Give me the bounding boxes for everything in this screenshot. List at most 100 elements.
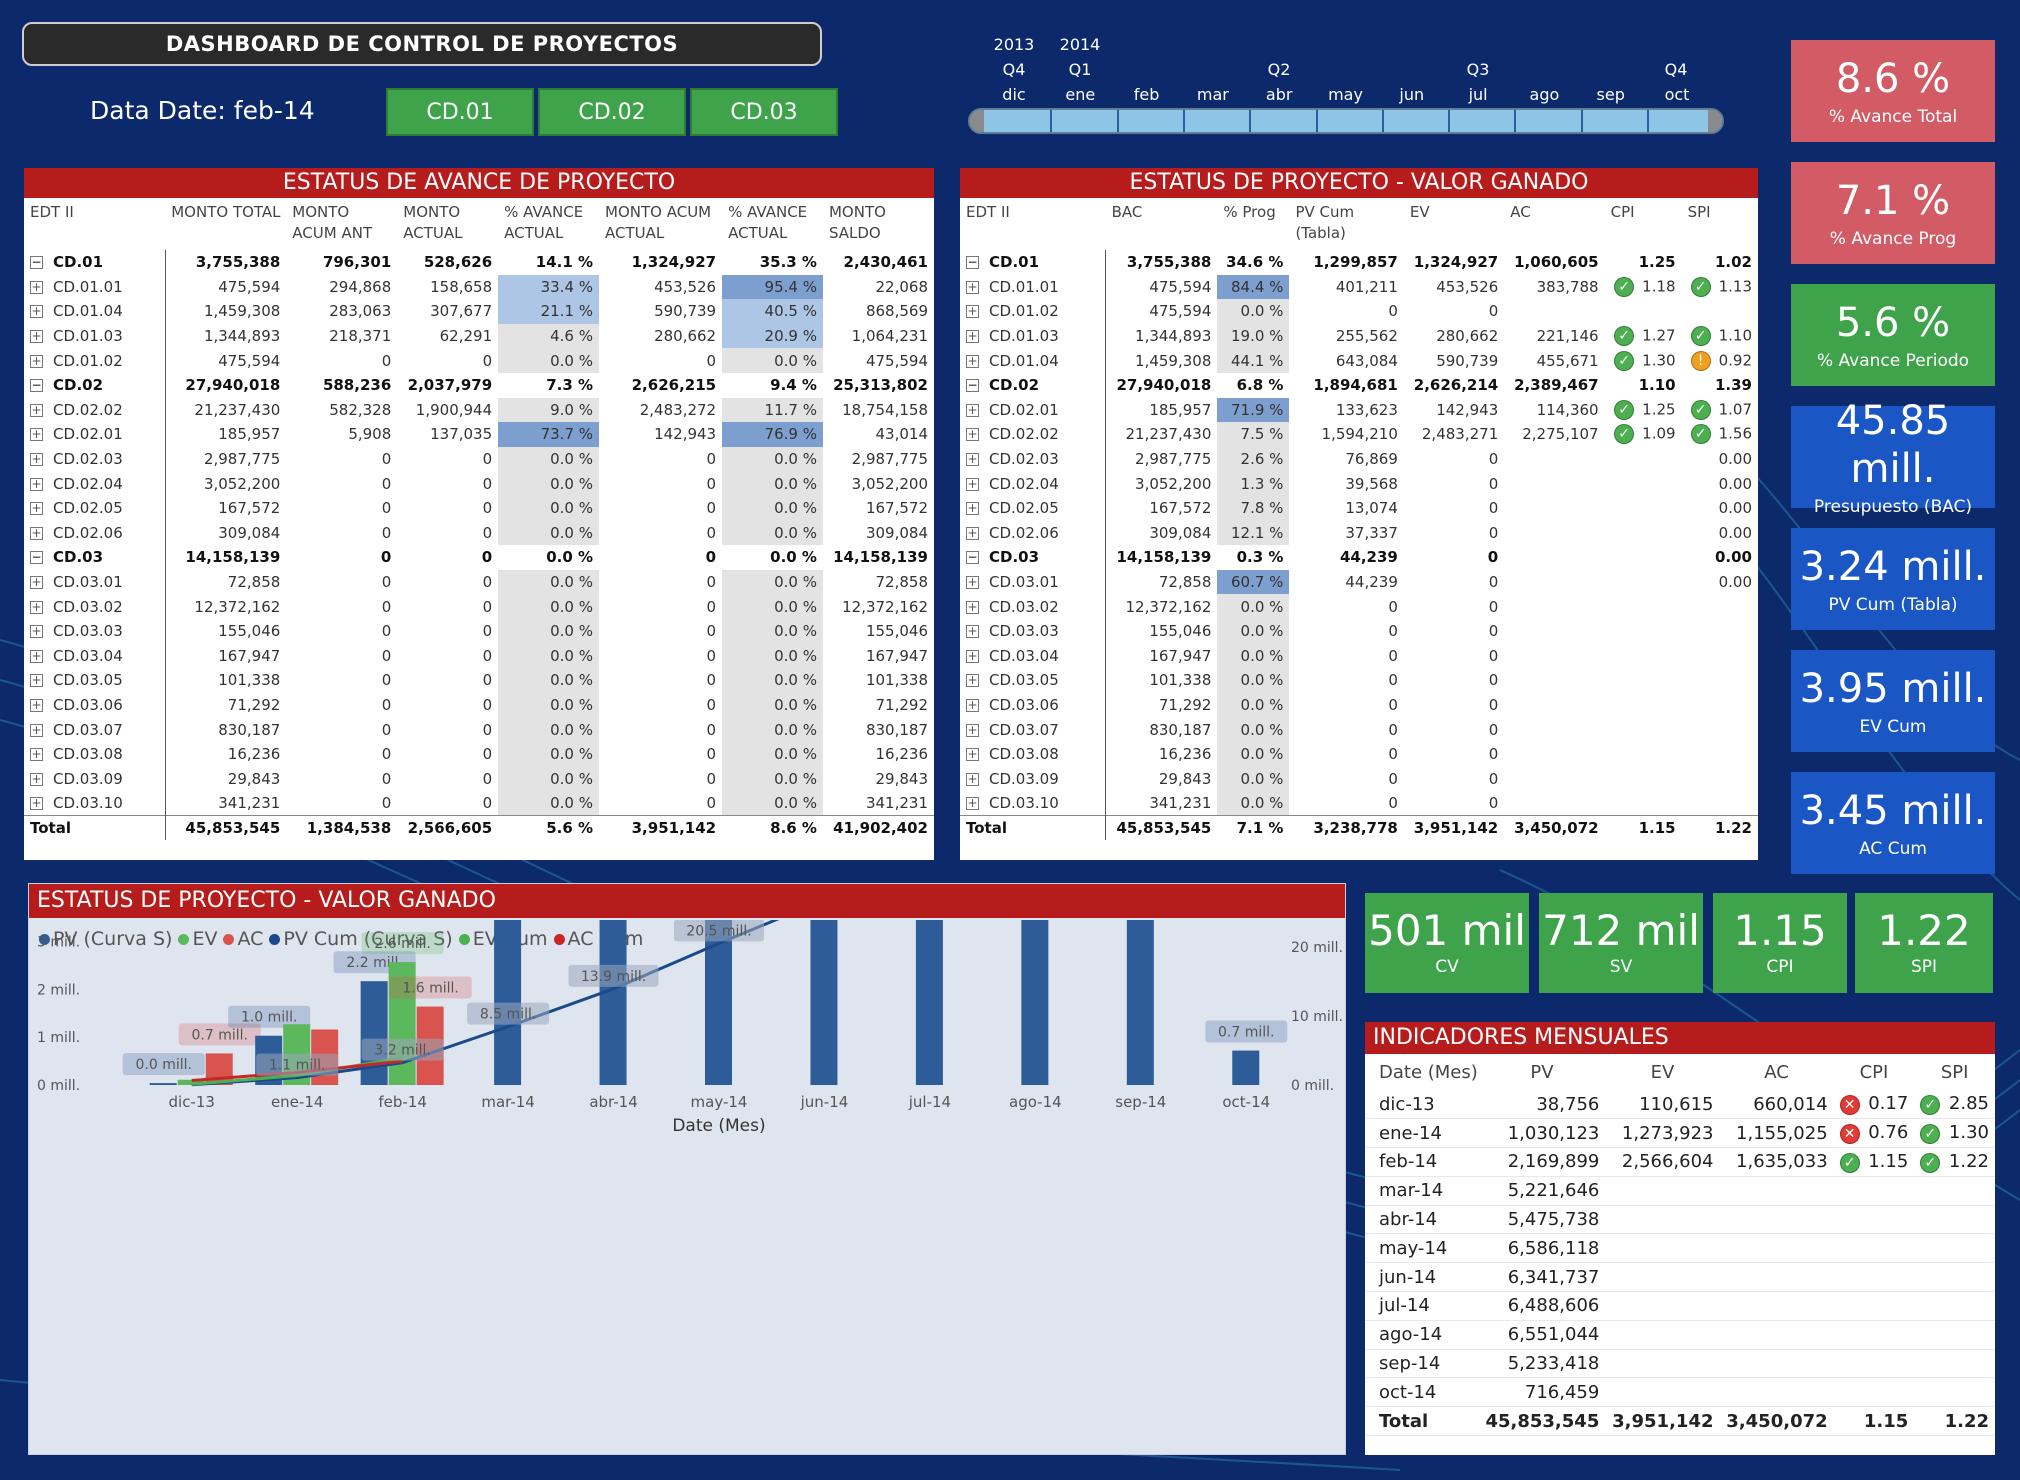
table-row[interactable]: jul-14 6,488,606 [1365,1291,1995,1321]
table-row[interactable]: feb-14 2,169,899 2,566,604 1,635,033 ✓ 1.15 ✓ 1… [1365,1147,1995,1177]
table-row[interactable]: + CD.03.07 830,187 0 0 0.0 % 0 0.0 % 830,187 [24,717,934,742]
column-header[interactable]: EV [1409,203,1430,221]
expand-icon[interactable]: + [966,673,979,688]
collapse-icon[interactable]: − [966,378,979,393]
table-row[interactable]: + CD.03.07 830,187 0.0 % 0 0 [960,717,1758,742]
bar-pv-curva-s-[interactable] [599,920,627,1085]
bar-pv-curva-s-[interactable] [1232,1050,1260,1085]
table-row[interactable]: + CD.01.02 475,594 0.0 % 0 0 [960,299,1758,324]
table-row[interactable]: + CD.02.06 309,084 0 0 0.0 % 0 0.0 % 309,084 [24,520,934,546]
expand-icon[interactable]: + [966,575,979,590]
expand-icon[interactable]: + [30,624,43,639]
legend-item[interactable]: PV (Curva S) [39,928,172,950]
expand-icon[interactable]: + [966,452,979,467]
table-row[interactable]: + CD.03.06 71,292 0.0 % 0 0 [960,692,1758,718]
expand-icon[interactable]: + [966,427,979,442]
table-row[interactable]: mar-14 5,221,646 [1365,1176,1995,1206]
table-row[interactable]: + CD.02.05 167,572 7.8 % 13,074 0 0.00 [960,495,1758,521]
table-row[interactable]: oct-14 716,459 [1365,1377,1995,1408]
table-row[interactable]: + CD.03.02 12,372,162 0.0 % 0 0 [960,594,1758,619]
expand-icon[interactable]: + [30,796,43,811]
filter-cd03-button[interactable]: CD.03 [690,88,838,136]
collapse-icon[interactable]: − [30,378,43,393]
table-row[interactable]: sep-14 5,233,418 [1365,1349,1995,1379]
table-row[interactable]: + CD.03.04 167,947 0.0 % 0 0 [960,643,1758,669]
expand-icon[interactable]: + [30,279,43,294]
table-row[interactable]: + CD.02.02 21,237,430 582,328 1,900,944 9.0 %… [24,397,934,423]
table-row[interactable]: dic-13 38,756 110,615 660,014 ✕ 0.17 ✓ 2.85 [1365,1090,1995,1120]
expand-icon[interactable]: + [966,476,979,491]
table-row[interactable]: − CD.02 27,940,018 6.8 % 1,894,681 2,626,214 2… [960,372,1758,398]
bar-pv-curva-s-[interactable] [810,920,838,1085]
expand-icon[interactable]: + [966,329,979,344]
expand-icon[interactable]: + [966,279,979,294]
expand-icon[interactable]: + [966,599,979,614]
collapse-icon[interactable]: − [966,255,979,270]
expand-icon[interactable]: + [966,304,979,319]
table-row[interactable]: + CD.03.01 72,858 60.7 % 44,239 0 0.00 [960,569,1758,595]
timeline-month[interactable]: may [1328,85,1363,104]
table-row[interactable]: + CD.03.03 155,046 0 0 0.0 % 0 0.0 % 155,046 [24,618,934,644]
filter-cd02-button[interactable]: CD.02 [538,88,686,136]
table-row[interactable]: + CD.03.05 101,338 0 0 0.0 % 0 0.0 % 101,338 [24,668,934,693]
column-header[interactable]: % AVANCE ACTUAL [728,203,808,242]
table-row[interactable]: + CD.03.01 72,858 0 0 0.0 % 0 0.0 % 72,858 [24,569,934,595]
bar-pv-curva-s-[interactable] [1021,920,1049,1085]
expand-icon[interactable]: + [30,329,43,344]
column-header[interactable]: SPI [1940,1061,1969,1083]
expand-icon[interactable]: + [966,501,979,516]
timeline-month[interactable]: dic [1002,85,1026,104]
column-header[interactable]: MONTO ACUM ACTUAL [605,203,712,242]
legend-item[interactable]: PV Cum (Curva S) [269,928,453,950]
expand-icon[interactable]: + [30,599,43,614]
table-row[interactable]: + CD.02.05 167,572 0 0 0.0 % 0 0.0 % 167,572 [24,495,934,521]
column-header[interactable]: MONTO SALDO [828,203,886,242]
table-row[interactable]: + CD.02.04 3,052,200 0 0 0.0 % 0 0.0 % 3,052,200 [24,471,934,496]
column-header[interactable]: EDT II [966,203,1010,221]
table-row[interactable]: + CD.03.04 167,947 0 0 0.0 % 0 0.0 % 167,947 [24,643,934,669]
expand-icon[interactable]: + [30,697,43,712]
timeline-month[interactable]: mar [1196,85,1229,104]
bar-ev[interactable] [177,1079,205,1085]
expand-icon[interactable]: + [30,501,43,516]
table-row[interactable]: ene-14 1,030,123 1,273,923 1,155,025 ✕ 0.76 ✓ 1… [1365,1118,1995,1149]
bar-pv-curva-s-[interactable] [494,920,522,1085]
timeline-month[interactable]: feb [1133,85,1160,104]
table-row[interactable]: + CD.02.01 185,957 71.9 % 133,623 142,943 114,… [960,397,1758,423]
expand-icon[interactable]: + [30,476,43,491]
bar-pv-curva-s-[interactable] [1126,920,1154,1085]
expand-icon[interactable]: + [966,648,979,663]
table-row[interactable]: + CD.01.04 1,459,308 283,063 307,677 21.1 % 59… [24,299,934,324]
table-row[interactable]: − CD.02 27,940,018 588,236 2,037,979 7.3 % 2,6… [24,372,934,398]
bar-pv-curva-s-[interactable] [915,920,943,1085]
table-row[interactable]: + CD.03.02 12,372,162 0 0 0.0 % 0 0.0 % 12,372,1… [24,594,934,619]
table-row[interactable]: + CD.03.09 29,843 0.0 % 0 0 [960,766,1758,792]
expand-icon[interactable]: + [30,673,43,688]
table-row[interactable]: − CD.01 3,755,388 796,301 528,626 14.1 % 1,324… [24,250,934,275]
expand-icon[interactable]: + [30,648,43,663]
table-row[interactable]: + CD.02.06 309,084 12.1 % 37,337 0 0.00 [960,520,1758,546]
expand-icon[interactable]: + [30,452,43,467]
column-header[interactable]: % Prog [1223,203,1276,221]
table-row[interactable]: + CD.03.08 16,236 0.0 % 0 0 [960,741,1758,767]
expand-icon[interactable]: + [30,722,43,737]
expand-icon[interactable]: + [30,525,43,540]
column-header[interactable]: AC [1510,203,1531,221]
column-header[interactable]: CPI [1859,1061,1889,1083]
expand-icon[interactable]: + [30,353,43,368]
column-header[interactable]: MONTO ACTUAL [403,203,463,242]
column-header[interactable]: BAC [1111,203,1143,221]
column-header[interactable]: CPI [1610,203,1635,221]
table-row[interactable]: − CD.01 3,755,388 34.6 % 1,299,857 1,324,927 1… [960,250,1758,275]
expand-icon[interactable]: + [30,402,43,417]
table-row[interactable]: + CD.02.03 2,987,775 2.6 % 76,869 0 0.00 [960,446,1758,472]
table-row[interactable]: abr-14 5,475,738 [1365,1205,1995,1235]
column-header[interactable]: PV [1530,1061,1554,1083]
table-row[interactable]: jun-14 6,341,737 [1365,1262,1995,1293]
timeline-end-handle[interactable] [1708,110,1722,132]
column-header[interactable]: PV Cum (Tabla) [1295,203,1355,242]
table-row[interactable]: + CD.01.01 475,594 294,868 158,658 33.4 % 453,… [24,274,934,300]
expand-icon[interactable]: + [30,575,43,590]
table-row[interactable]: + CD.01.03 1,344,893 218,371 62,291 4.6 % 280,… [24,323,934,349]
table-row[interactable]: + CD.03.03 155,046 0.0 % 0 0 [960,618,1758,644]
